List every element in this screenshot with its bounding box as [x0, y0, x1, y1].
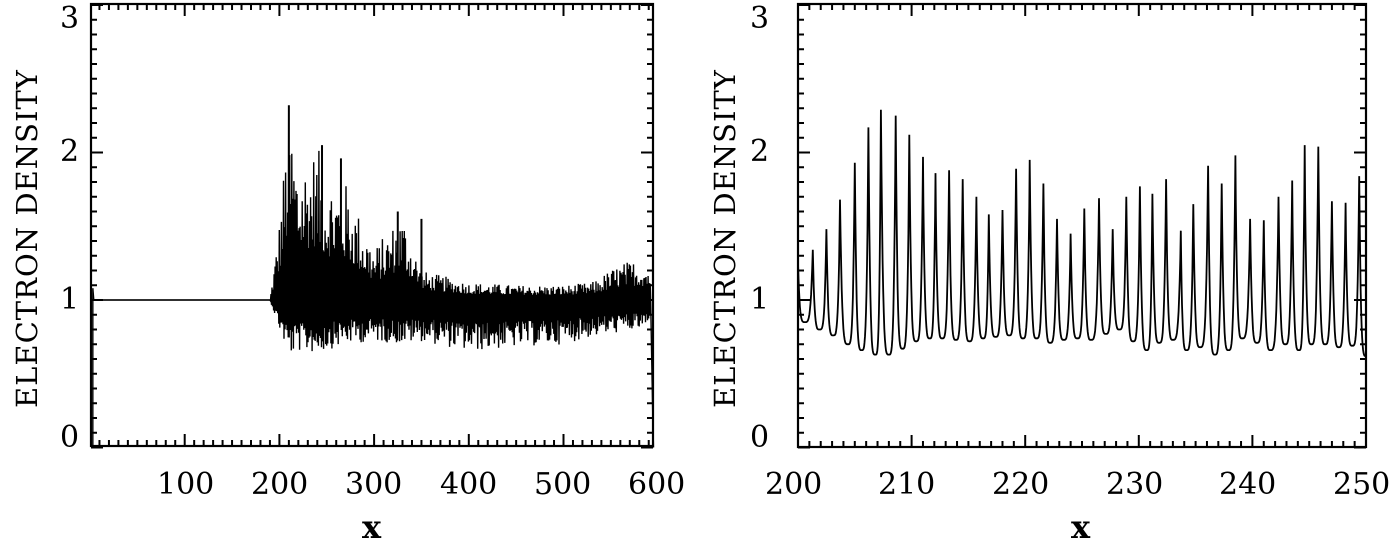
left-xtick-300: 300 — [345, 467, 403, 502]
left-ytick-1: 1 — [60, 282, 80, 317]
left-ytick-3: 3 — [60, 1, 80, 36]
right-ytick-0: 0 — [750, 420, 770, 455]
left-xtick-200: 200 — [251, 467, 309, 502]
left-chart-panel: ELECTRON DENSITY 3 2 1 0 100 200 300 400… — [0, 0, 700, 546]
right-xtick-210: 210 — [878, 467, 936, 502]
left-xtick-100: 100 — [157, 467, 215, 502]
left-ytick-2: 2 — [60, 134, 80, 169]
left-y-axis-label: ELECTRON DENSITY — [10, 69, 44, 408]
left-xtick-600: 600 — [628, 467, 686, 502]
right-chart-panel: ELECTRON DENSITY 3 2 1 0 200 210 220 230… — [700, 0, 1400, 546]
right-ytick-3: 3 — [750, 1, 770, 36]
left-plot-area — [89, 2, 655, 449]
left-xtick-500: 500 — [534, 467, 592, 502]
right-xtick-240: 240 — [1219, 467, 1277, 502]
right-plot-area — [796, 2, 1368, 449]
right-y-axis-label: ELECTRON DENSITY — [708, 69, 742, 408]
right-xtick-250: 250 — [1333, 467, 1391, 502]
left-ytick-0: 0 — [60, 420, 80, 455]
right-x-axis-label: x — [1071, 508, 1091, 546]
right-xtick-230: 230 — [1106, 467, 1164, 502]
right-xtick-200: 200 — [765, 467, 823, 502]
right-ytick-1: 1 — [750, 282, 770, 317]
left-x-axis-label: x — [362, 508, 382, 546]
left-xtick-400: 400 — [440, 467, 498, 502]
right-xtick-220: 220 — [992, 467, 1050, 502]
right-ytick-2: 2 — [750, 134, 770, 169]
